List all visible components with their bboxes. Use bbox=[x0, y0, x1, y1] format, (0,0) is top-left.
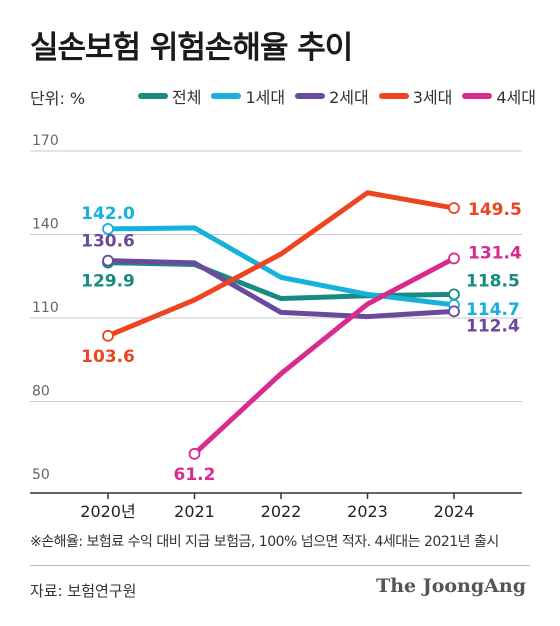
legend-label-gen1: 1세대 bbox=[245, 88, 286, 107]
series-line-0 bbox=[105, 260, 457, 302]
legend-label-gen2: 2세대 bbox=[329, 88, 369, 107]
data-label-3-0: 103.6 bbox=[81, 347, 135, 367]
data-point-0-4 bbox=[448, 288, 460, 301]
legend-swatch-total bbox=[138, 93, 168, 99]
x-tick-label-2: 2022 bbox=[261, 502, 302, 521]
unit-label: 단위: % bbox=[30, 89, 86, 108]
footer-divider bbox=[30, 565, 530, 566]
legend-item-total: 전체 bbox=[138, 84, 201, 108]
legend-swatch-gen3 bbox=[378, 93, 409, 99]
legend: 전체 1세대 2세대 3세대 4세대 bbox=[138, 84, 536, 108]
series-line-4 bbox=[192, 255, 457, 457]
series-line-1 bbox=[105, 225, 457, 308]
y-tick-label-110: 110 bbox=[32, 300, 59, 316]
data-label-2-0: 130.6 bbox=[81, 232, 135, 252]
source-label: 자료: 보험연구원 bbox=[30, 582, 137, 600]
legend-swatch-gen4 bbox=[462, 93, 493, 99]
legend-item-gen2: 2세대 bbox=[295, 84, 369, 108]
data-point-3-0 bbox=[102, 329, 114, 342]
data-point-1-0 bbox=[102, 223, 114, 235]
series-line-3 bbox=[105, 190, 457, 339]
y-tick-label-50: 50 bbox=[32, 467, 50, 483]
data-label-0-0: 129.9 bbox=[81, 272, 135, 292]
legend-label-gen4: 4세대 bbox=[496, 88, 536, 107]
chart-title: 실손보험 위험손해율 추이 bbox=[30, 30, 353, 66]
legend-label-gen3: 3세대 bbox=[412, 88, 453, 107]
legend-swatch-gen1 bbox=[211, 93, 242, 99]
data-label-4-4: 131.4 bbox=[468, 243, 522, 263]
y-tick-label-170: 170 bbox=[32, 133, 59, 149]
series-line-2 bbox=[105, 258, 457, 320]
legend-item-gen3: 3세대 bbox=[378, 84, 453, 108]
x-tick-label-0: 2020년 bbox=[80, 502, 135, 521]
legend-item-gen1: 1세대 bbox=[211, 84, 285, 108]
legend-swatch-gen2 bbox=[295, 93, 326, 99]
x-tick-label-3: 2023 bbox=[347, 502, 388, 521]
data-point-2-4 bbox=[448, 305, 460, 318]
legend-item-gen4: 4세대 bbox=[462, 84, 536, 108]
data-point-2-0 bbox=[102, 254, 114, 267]
data-point-3-4 bbox=[448, 202, 460, 214]
x-tick-label-4: 2024 bbox=[434, 502, 475, 521]
data-label-1-4: 114.7 bbox=[466, 300, 520, 320]
data-point-4-4 bbox=[448, 252, 460, 265]
y-tick-label-140: 140 bbox=[32, 217, 59, 233]
y-tick-label-80: 80 bbox=[32, 384, 50, 400]
data-point-4-1 bbox=[188, 447, 201, 460]
data-label-0-4: 118.5 bbox=[466, 271, 520, 291]
data-label-2-4: 112.4 bbox=[466, 316, 520, 336]
data-label-3-4: 149.5 bbox=[468, 200, 522, 220]
legend-label-total: 전체 bbox=[172, 88, 202, 107]
x-tick-label-1: 2021 bbox=[174, 502, 215, 521]
data-label-4-1: 61.2 bbox=[174, 465, 216, 485]
brand-logo: The JoongAng bbox=[376, 575, 526, 597]
footnote: ※손해율: 보험료 수익 대비 지급 보험금, 100% 넘으면 적자. 4세대… bbox=[30, 534, 499, 550]
data-label-1-0: 142.0 bbox=[81, 204, 135, 224]
